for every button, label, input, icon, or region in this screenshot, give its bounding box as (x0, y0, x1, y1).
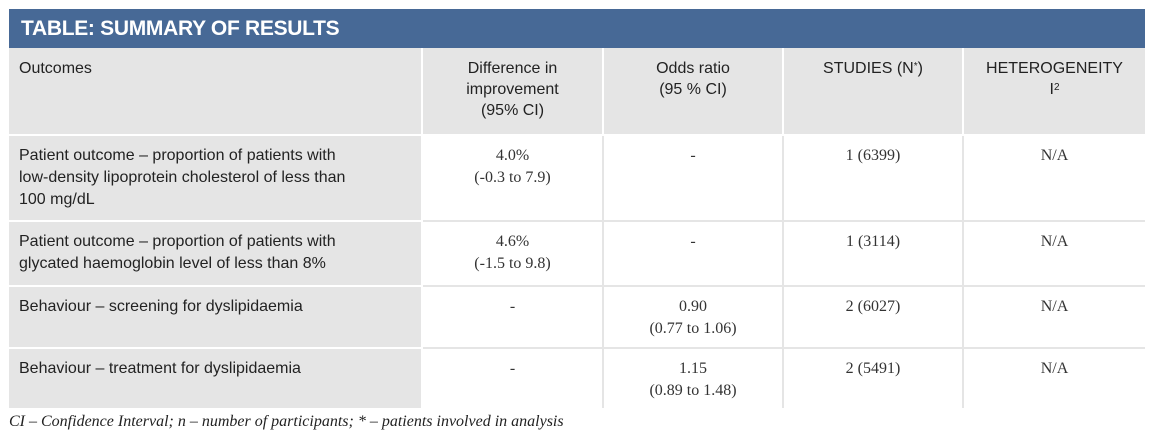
outcome-line: Patient outcome – proportion of patients… (19, 233, 336, 250)
odds-cell: 1.15 (0.89 to 1.48) (603, 348, 784, 408)
difference-value: 4.0% (495, 147, 530, 164)
header-studies-end: ) (917, 60, 923, 77)
header-difference-line1: Difference in (467, 60, 558, 77)
heterogeneity-cell: N/A (963, 135, 1145, 222)
outcome-line: Behaviour – screening for dyslipidaemia (19, 298, 303, 315)
outcome-cell: Behaviour – screening for dyslipidaemia (9, 286, 423, 349)
difference-cell: - (422, 286, 604, 349)
studies-cell: 1 (6399) (783, 135, 964, 222)
header-outcomes-label: Outcomes (19, 60, 92, 77)
studies-cell: 2 (6027) (783, 286, 964, 349)
results-table: Outcomes Difference in improvement (95% … (9, 48, 1145, 408)
header-heterogeneity-label: HETEROGENEITY (986, 60, 1123, 77)
header-heterogeneity-sup: 2 (1053, 82, 1060, 93)
difference-value: - (509, 360, 516, 377)
header-odds-ratio: Odds ratio (95 % CI) (603, 48, 784, 136)
studies-cell: 2 (5491) (783, 348, 964, 408)
results-table-container: TABLE: SUMMARY OF RESULTS Outcomes Diffe… (9, 9, 1145, 408)
header-difference: Difference in improvement (95% CI) (422, 48, 604, 136)
odds-cell: - (603, 221, 784, 287)
table-row: Behaviour – screening for dyslipidaemia … (9, 286, 1145, 349)
heterogeneity-cell: N/A (963, 221, 1145, 287)
header-heterogeneity-i-letter: I (1049, 81, 1054, 98)
odds-value: - (690, 147, 696, 164)
odds-ci: (0.77 to 1.06) (649, 320, 737, 337)
difference-cell: - (422, 348, 604, 408)
header-odds-line2: (95 % CI) (659, 81, 727, 98)
header-heterogeneity: HETEROGENEITY I2 (963, 48, 1145, 136)
header-heterogeneity-i: I2 (964, 79, 1145, 100)
outcome-line: low-density lipoprotein cholesterol of l… (19, 169, 346, 186)
outcome-cell: Patient outcome – proportion of patients… (9, 135, 423, 222)
outcome-cell: Behaviour – treatment for dyslipidaemia (9, 348, 423, 408)
table-row: Patient outcome – proportion of patients… (9, 221, 1145, 287)
header-studies-label: STUDIES (N (823, 60, 914, 77)
studies-cell: 1 (3114) (783, 221, 964, 287)
outcome-cell: Patient outcome – proportion of patients… (9, 221, 423, 287)
difference-cell: 4.0% (-0.3 to 7.9) (422, 135, 604, 222)
odds-value: 1.15 (679, 360, 707, 377)
table-row: Patient outcome – proportion of patients… (9, 135, 1145, 222)
outcome-line: glycated haemoglobin level of less than … (19, 255, 326, 272)
table-footnote: CI – Confidence Interval; n – number of … (9, 413, 564, 430)
outcome-line: Patient outcome – proportion of patients… (19, 147, 336, 164)
heterogeneity-cell: N/A (963, 348, 1145, 408)
odds-ci: (0.89 to 1.48) (649, 382, 737, 399)
difference-value: 4.6% (495, 233, 530, 250)
header-outcomes: Outcomes (9, 48, 423, 136)
difference-ci: (-1.5 to 9.8) (474, 255, 551, 272)
table-title: TABLE: SUMMARY OF RESULTS (9, 9, 1145, 48)
odds-cell: 0.90 (0.77 to 1.06) (603, 286, 784, 349)
difference-ci: (-0.3 to 7.9) (474, 169, 551, 186)
difference-value: - (509, 298, 516, 315)
outcome-line: Behaviour – treatment for dyslipidaemia (19, 360, 301, 377)
difference-cell: 4.6% (-1.5 to 9.8) (422, 221, 604, 287)
header-odds-line1: Odds ratio (656, 60, 730, 77)
odds-cell: - (603, 135, 784, 222)
header-row: Outcomes Difference in improvement (95% … (9, 48, 1145, 136)
header-studies: STUDIES (N*) (783, 48, 964, 136)
odds-value: - (690, 233, 696, 250)
outcome-line: 100 mg/dL (19, 191, 95, 208)
heterogeneity-cell: N/A (963, 286, 1145, 349)
odds-value: 0.90 (679, 298, 707, 315)
table-row: Behaviour – treatment for dyslipidaemia … (9, 348, 1145, 408)
header-difference-line2: improvement (466, 81, 559, 98)
header-studies-sup: * (913, 61, 918, 72)
header-difference-line3: (95% CI) (480, 102, 545, 119)
